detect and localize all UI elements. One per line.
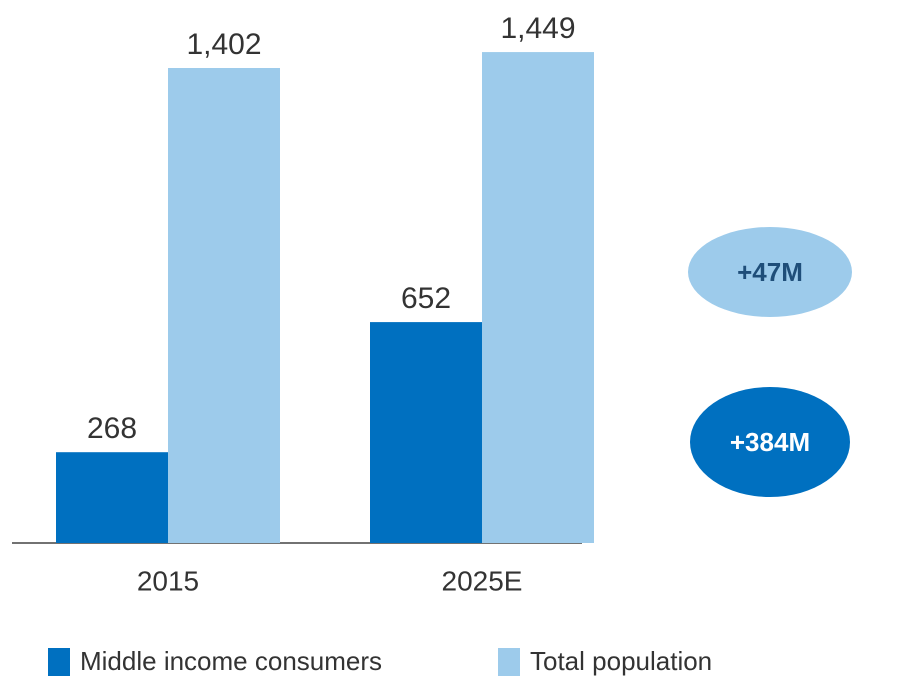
bar bbox=[370, 322, 482, 543]
value-label: 1,449 bbox=[500, 12, 575, 45]
annotation: +384M bbox=[730, 427, 810, 457]
legend-label: Total population bbox=[530, 646, 712, 676]
x-tick-label: 2015 bbox=[137, 565, 199, 596]
value-label: 1,402 bbox=[186, 28, 261, 61]
value-label: 268 bbox=[87, 412, 137, 445]
annotation: +47M bbox=[737, 257, 803, 287]
legend-label: Middle income consumers bbox=[80, 646, 382, 676]
bar bbox=[168, 68, 280, 543]
annotation-bubble bbox=[690, 387, 850, 497]
value-label: 652 bbox=[401, 282, 451, 315]
legend-swatch bbox=[498, 648, 520, 676]
annotation-bubble bbox=[688, 227, 852, 317]
bar bbox=[482, 52, 594, 544]
legend-swatch bbox=[48, 648, 70, 676]
x-tick-label: 2025E bbox=[442, 565, 523, 596]
bar bbox=[56, 452, 168, 543]
